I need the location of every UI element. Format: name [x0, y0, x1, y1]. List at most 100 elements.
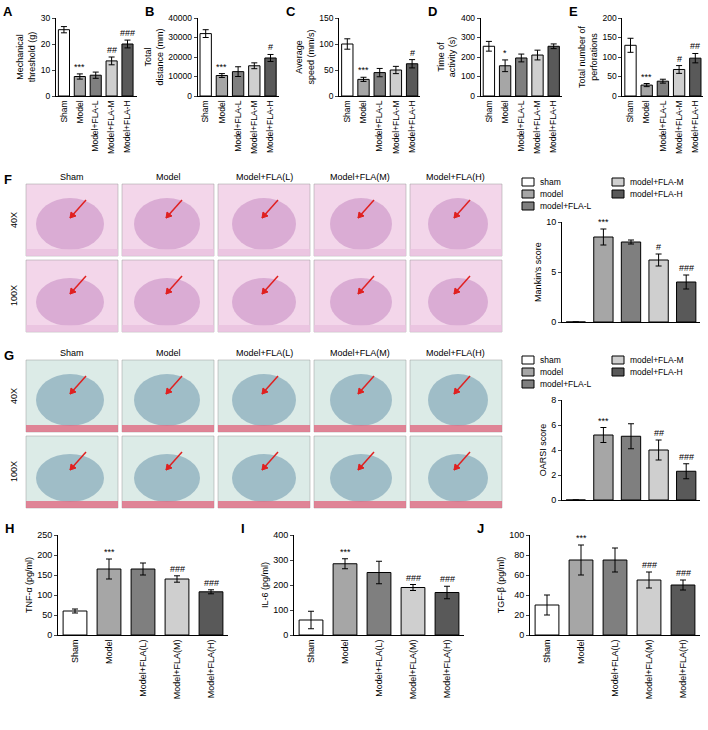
svg-text:###: ###: [170, 564, 185, 574]
svg-text:250: 250: [37, 530, 52, 540]
svg-text:#: #: [656, 242, 661, 252]
svg-text:##: ##: [107, 45, 117, 55]
svg-text:###: ###: [676, 568, 691, 578]
svg-text:###: ###: [406, 573, 421, 583]
svg-text:***: ***: [340, 547, 351, 557]
svg-text:100: 100: [461, 71, 475, 81]
svg-text:Model+FLA-L: Model+FLA-L: [374, 100, 384, 152]
svg-text:8: 8: [551, 395, 556, 405]
svg-text:H: H: [5, 521, 14, 536]
svg-text:Mankin's score: Mankin's score: [533, 242, 543, 302]
svg-text:sham: sham: [540, 355, 561, 365]
svg-text:#: #: [410, 48, 415, 58]
svg-text:Model+FLA-H: Model+FLA-H: [690, 100, 700, 153]
svg-text:20: 20: [514, 610, 524, 620]
svg-text:***: ***: [358, 65, 369, 75]
svg-text:50: 50: [607, 71, 617, 81]
svg-text:0: 0: [46, 91, 51, 101]
svg-text:Totaldistance (mm): Totaldistance (mm): [143, 28, 165, 85]
svg-text:Model+FLA-L: Model+FLA-L: [90, 100, 100, 152]
svg-text:###: ###: [204, 578, 219, 588]
svg-text:###: ###: [120, 28, 135, 38]
svg-text:Model: Model: [217, 100, 227, 123]
svg-text:2: 2: [551, 470, 556, 480]
svg-text:Model+FLA(L): Model+FLA(L): [138, 640, 148, 697]
svg-text:150: 150: [319, 13, 333, 23]
svg-text:*: *: [503, 48, 507, 58]
svg-text:Model+FLA-L: Model+FLA-L: [658, 100, 668, 152]
svg-text:I: I: [241, 521, 245, 536]
svg-text:###: ###: [642, 560, 657, 570]
svg-text:100: 100: [603, 52, 617, 62]
svg-text:Model+FLA-H: Model+FLA-H: [407, 100, 417, 153]
svg-text:Model+FLA(H): Model+FLA(H): [678, 640, 688, 699]
svg-text:J: J: [477, 521, 484, 536]
svg-text:Sham: Sham: [306, 640, 316, 664]
svg-text:Model: Model: [156, 348, 181, 358]
svg-text:100: 100: [509, 530, 524, 540]
svg-text:#: #: [268, 42, 273, 52]
svg-text:50: 50: [42, 610, 52, 620]
svg-text:Time ofactivity (s): Time ofactivity (s): [436, 37, 458, 78]
svg-text:0: 0: [551, 317, 556, 327]
svg-text:5: 5: [551, 267, 556, 277]
svg-text:***: ***: [104, 547, 115, 557]
svg-text:Model+FLA(L): Model+FLA(L): [236, 172, 293, 182]
svg-text:20: 20: [41, 39, 51, 49]
svg-text:model+FLA-H: model+FLA-H: [630, 189, 683, 199]
svg-text:0: 0: [612, 91, 617, 101]
svg-text:Model+FLA-M: Model+FLA-M: [391, 100, 401, 154]
svg-text:##: ##: [654, 428, 664, 438]
svg-text:Model+FLA(L): Model+FLA(L): [374, 640, 384, 697]
svg-text:30000: 30000: [168, 32, 192, 42]
svg-text:400: 400: [461, 13, 475, 23]
svg-text:Model+FLA(M): Model+FLA(M): [330, 172, 390, 182]
svg-text:E: E: [569, 4, 578, 19]
svg-text:40: 40: [514, 590, 524, 600]
svg-text:model+FLA-M: model+FLA-M: [630, 355, 684, 365]
svg-text:Model+FLA-L: Model+FLA-L: [233, 100, 243, 152]
svg-text:Sham: Sham: [342, 100, 352, 122]
svg-text:100X: 100X: [9, 285, 19, 306]
svg-text:Model: Model: [358, 100, 368, 123]
svg-text:Model: Model: [576, 640, 586, 665]
svg-text:300: 300: [273, 555, 288, 565]
svg-text:Total number ofperforations: Total number ofperforations: [577, 25, 599, 88]
svg-text:200: 200: [273, 580, 288, 590]
svg-text:10000: 10000: [168, 71, 192, 81]
svg-text:6: 6: [551, 420, 556, 430]
svg-text:Model: Model: [75, 100, 85, 123]
svg-text:Model+FLA-M: Model+FLA-M: [106, 100, 116, 154]
svg-text:Sham: Sham: [625, 100, 635, 122]
svg-text:Averagespeed (mm/s): Averagespeed (mm/s): [294, 29, 316, 84]
svg-text:0: 0: [470, 91, 475, 101]
svg-text:#: #: [677, 54, 682, 64]
svg-text:0: 0: [551, 495, 556, 505]
svg-text:Model: Model: [156, 172, 181, 182]
svg-text:4: 4: [551, 445, 556, 455]
svg-text:sham: sham: [540, 177, 561, 187]
svg-text:30: 30: [41, 13, 51, 23]
svg-text:Model+FLA(H): Model+FLA(H): [426, 172, 485, 182]
svg-text:200: 200: [37, 550, 52, 560]
svg-text:Model+FLA-M: Model+FLA-M: [532, 100, 542, 154]
svg-text:0: 0: [519, 630, 524, 640]
svg-text:40X: 40X: [9, 388, 19, 404]
svg-text:100: 100: [273, 605, 288, 615]
svg-text:model+FLA-H: model+FLA-H: [630, 367, 683, 377]
svg-text:80: 80: [514, 550, 524, 560]
svg-text:***: ***: [576, 533, 587, 543]
svg-text:Model+FLA(L): Model+FLA(L): [236, 348, 293, 358]
svg-text:0: 0: [47, 630, 52, 640]
svg-text:Model: Model: [104, 640, 114, 665]
svg-text:Model+FLA(H): Model+FLA(H): [442, 640, 452, 699]
svg-text:100: 100: [37, 590, 52, 600]
svg-text:Model+FLA-M: Model+FLA-M: [674, 100, 684, 154]
svg-text:model: model: [540, 189, 563, 199]
svg-text:model+FLA-L: model+FLA-L: [540, 379, 592, 389]
svg-text:Model+FLA-M: Model+FLA-M: [249, 100, 259, 154]
svg-text:Sham: Sham: [60, 348, 84, 358]
svg-text:Model: Model: [641, 100, 651, 123]
svg-text:Sham: Sham: [60, 172, 84, 182]
svg-text:0: 0: [187, 91, 192, 101]
